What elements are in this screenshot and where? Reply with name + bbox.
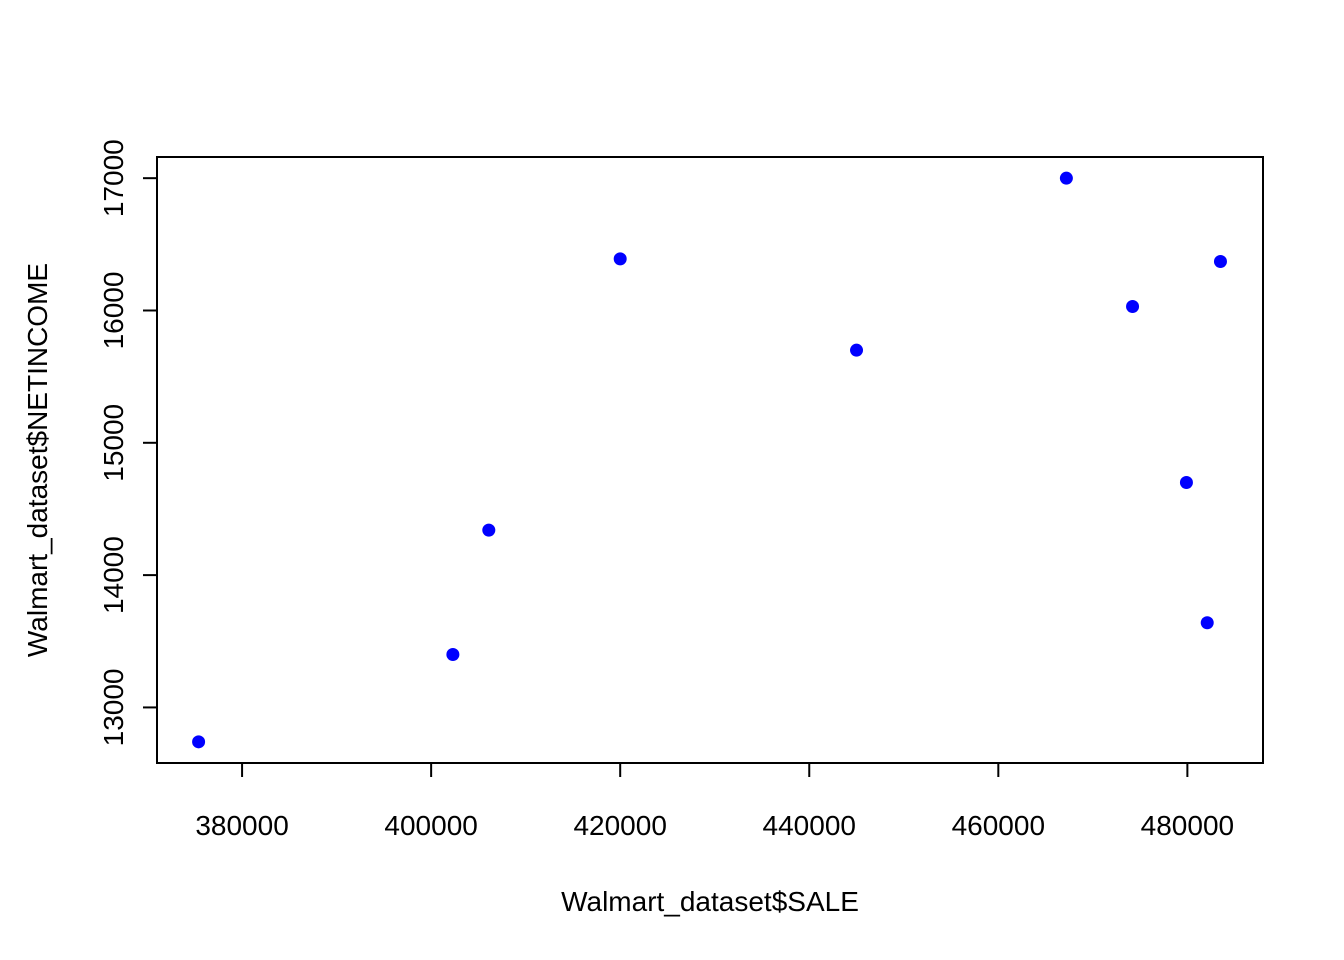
- x-tick-label: 400000: [384, 810, 477, 841]
- x-tick-label: 420000: [573, 810, 666, 841]
- y-tick-label: 17000: [98, 139, 129, 217]
- x-tick-label: 380000: [195, 810, 288, 841]
- plot-frame: [156, 156, 1264, 764]
- y-tick-label: 13000: [98, 668, 129, 746]
- y-tick-label: 15000: [98, 404, 129, 482]
- y-tick-label: 16000: [98, 272, 129, 350]
- x-tick-label: 480000: [1141, 810, 1234, 841]
- data-point: [1126, 300, 1140, 314]
- data-point: [1200, 616, 1214, 630]
- y-axis: 13000 14000 15000 16000 17000: [98, 139, 158, 746]
- x-axis-title: Walmart_dataset$SALE: [561, 886, 859, 917]
- data-point: [446, 648, 460, 662]
- y-axis-title: Walmart_dataset$NETINCOME: [22, 263, 53, 657]
- data-points: [192, 171, 1227, 749]
- data-point: [850, 343, 864, 357]
- data-point: [1179, 475, 1193, 489]
- data-point: [613, 252, 627, 266]
- x-tick-label: 440000: [763, 810, 856, 841]
- data-point: [1059, 171, 1073, 185]
- x-axis: 380000 400000 420000 440000 460000 480000: [195, 762, 1234, 841]
- data-point: [1213, 255, 1227, 269]
- data-point: [482, 523, 496, 537]
- y-tick-label: 14000: [98, 536, 129, 614]
- data-point: [192, 735, 206, 749]
- x-tick-label: 460000: [952, 810, 1045, 841]
